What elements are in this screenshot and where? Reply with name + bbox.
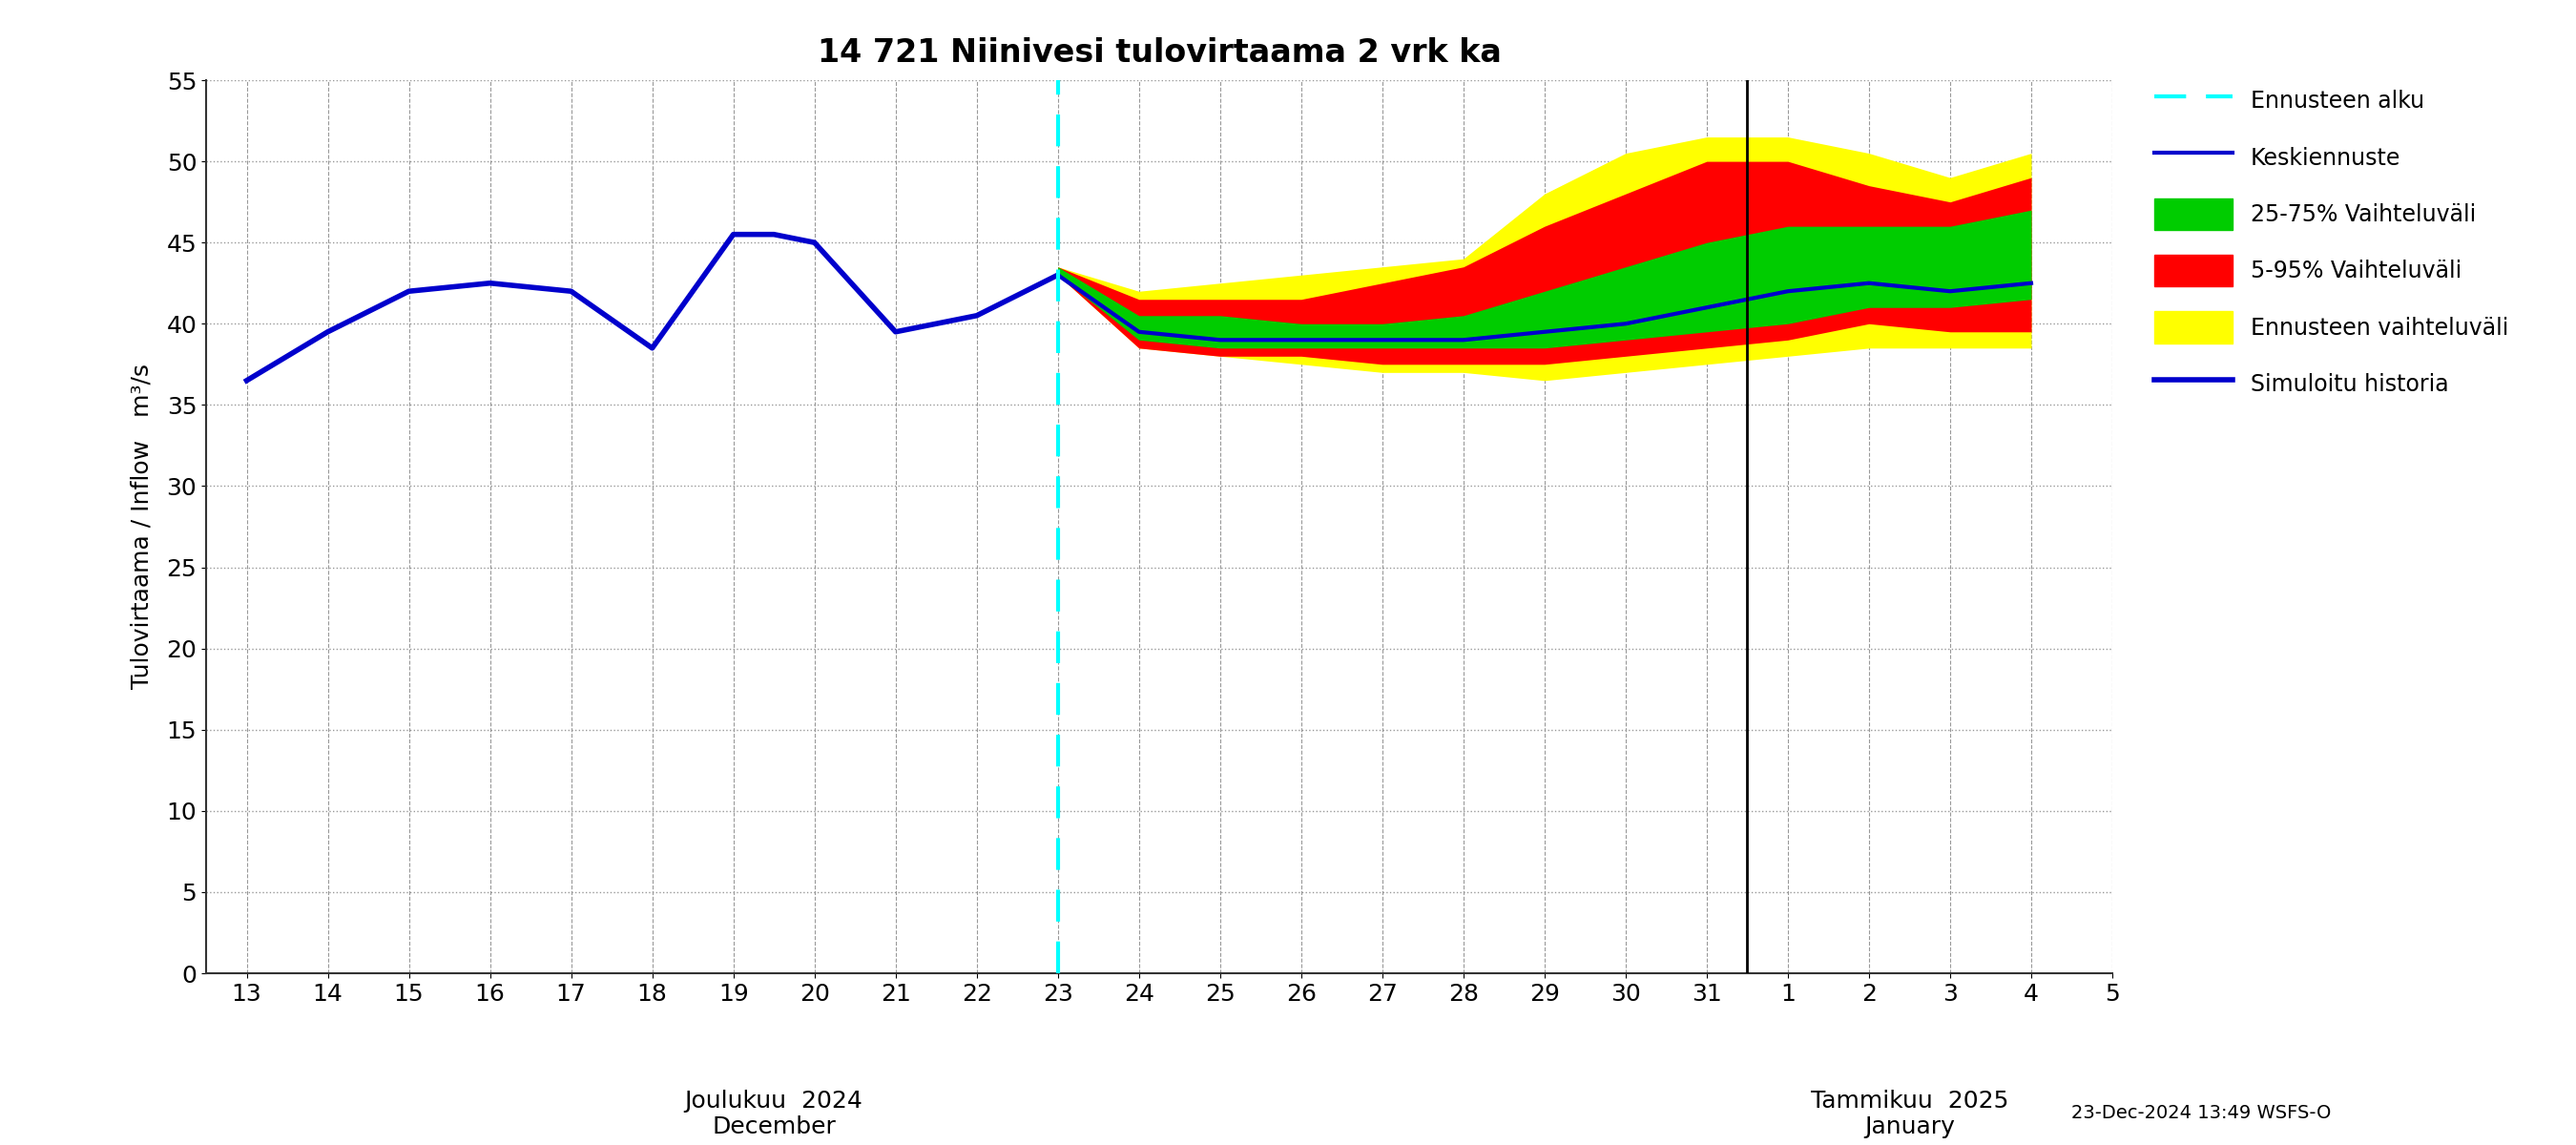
Text: 23-Dec-2024 13:49 WSFS-O: 23-Dec-2024 13:49 WSFS-O xyxy=(2071,1104,2331,1122)
Text: Joulukuu  2024
December: Joulukuu 2024 December xyxy=(685,1089,863,1139)
Y-axis label: Tulovirtaama / Inflow   m³/s: Tulovirtaama / Inflow m³/s xyxy=(131,364,152,689)
Text: Tammikuu  2025
January: Tammikuu 2025 January xyxy=(1811,1089,2009,1139)
Legend: Ennusteen alku, Keskiennuste, 25-75% Vaihteluväli, 5-95% Vaihteluväli, Ennusteen: Ennusteen alku, Keskiennuste, 25-75% Vai… xyxy=(2143,73,2519,411)
Title: 14 721 Niinivesi tulovirtaama 2 vrk ka: 14 721 Niinivesi tulovirtaama 2 vrk ka xyxy=(817,37,1502,69)
